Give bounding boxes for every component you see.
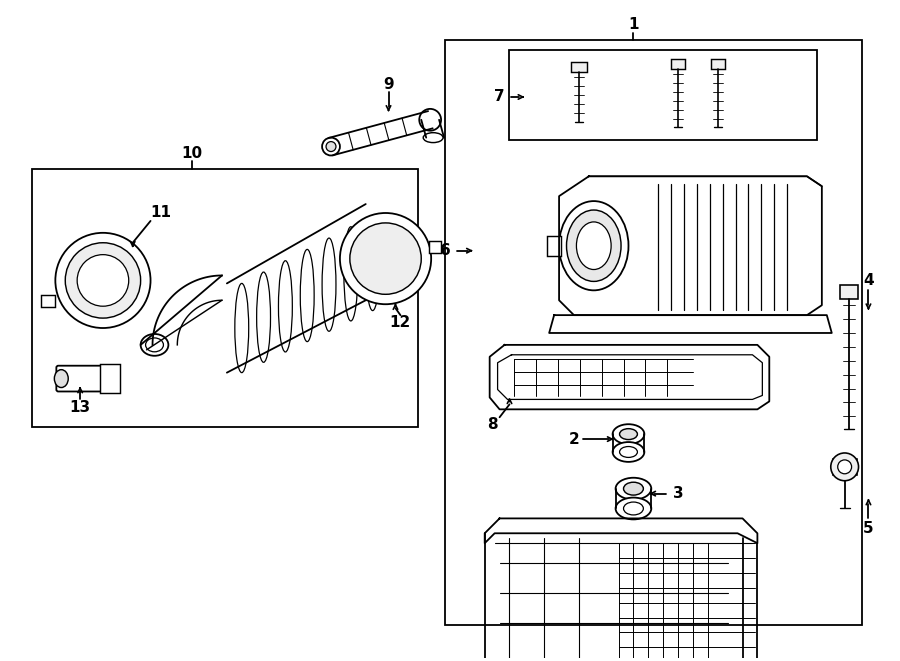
- Text: 10: 10: [182, 146, 202, 161]
- Text: 2: 2: [569, 432, 580, 447]
- Bar: [547, 236, 561, 256]
- Bar: [671, 59, 685, 69]
- Ellipse shape: [613, 442, 644, 462]
- Circle shape: [831, 453, 859, 481]
- Ellipse shape: [576, 222, 611, 270]
- Ellipse shape: [423, 133, 443, 143]
- Text: 13: 13: [69, 400, 91, 415]
- Ellipse shape: [54, 369, 68, 387]
- Ellipse shape: [616, 498, 652, 520]
- Ellipse shape: [140, 334, 168, 356]
- Ellipse shape: [322, 137, 340, 155]
- Ellipse shape: [624, 483, 644, 495]
- Text: 8: 8: [487, 416, 498, 432]
- Bar: [832, 459, 857, 475]
- Bar: [429, 241, 441, 253]
- Bar: [571, 62, 587, 72]
- Ellipse shape: [326, 141, 336, 151]
- Text: 12: 12: [390, 315, 411, 330]
- Bar: [100, 364, 120, 393]
- Circle shape: [340, 213, 431, 304]
- Text: 6: 6: [440, 243, 450, 258]
- Ellipse shape: [619, 429, 637, 440]
- Text: 5: 5: [863, 521, 874, 536]
- Circle shape: [77, 254, 129, 306]
- Ellipse shape: [146, 338, 164, 352]
- Ellipse shape: [624, 502, 644, 515]
- Text: 7: 7: [494, 89, 505, 104]
- Text: 4: 4: [863, 273, 874, 288]
- Bar: [840, 286, 858, 299]
- Text: 1: 1: [628, 17, 639, 32]
- Bar: [509, 50, 817, 139]
- Circle shape: [350, 223, 421, 294]
- Bar: [445, 40, 861, 625]
- Circle shape: [419, 109, 441, 131]
- Text: 11: 11: [150, 206, 171, 221]
- Ellipse shape: [613, 424, 644, 444]
- Ellipse shape: [619, 447, 637, 457]
- Text: 9: 9: [383, 77, 394, 92]
- Bar: [32, 169, 419, 427]
- Ellipse shape: [566, 210, 621, 282]
- Ellipse shape: [559, 201, 628, 290]
- FancyBboxPatch shape: [57, 366, 120, 391]
- Circle shape: [838, 460, 851, 474]
- Text: 3: 3: [673, 486, 683, 501]
- Circle shape: [66, 243, 140, 318]
- Bar: [711, 59, 724, 69]
- Bar: [41, 295, 55, 307]
- Circle shape: [55, 233, 150, 328]
- Ellipse shape: [616, 478, 652, 500]
